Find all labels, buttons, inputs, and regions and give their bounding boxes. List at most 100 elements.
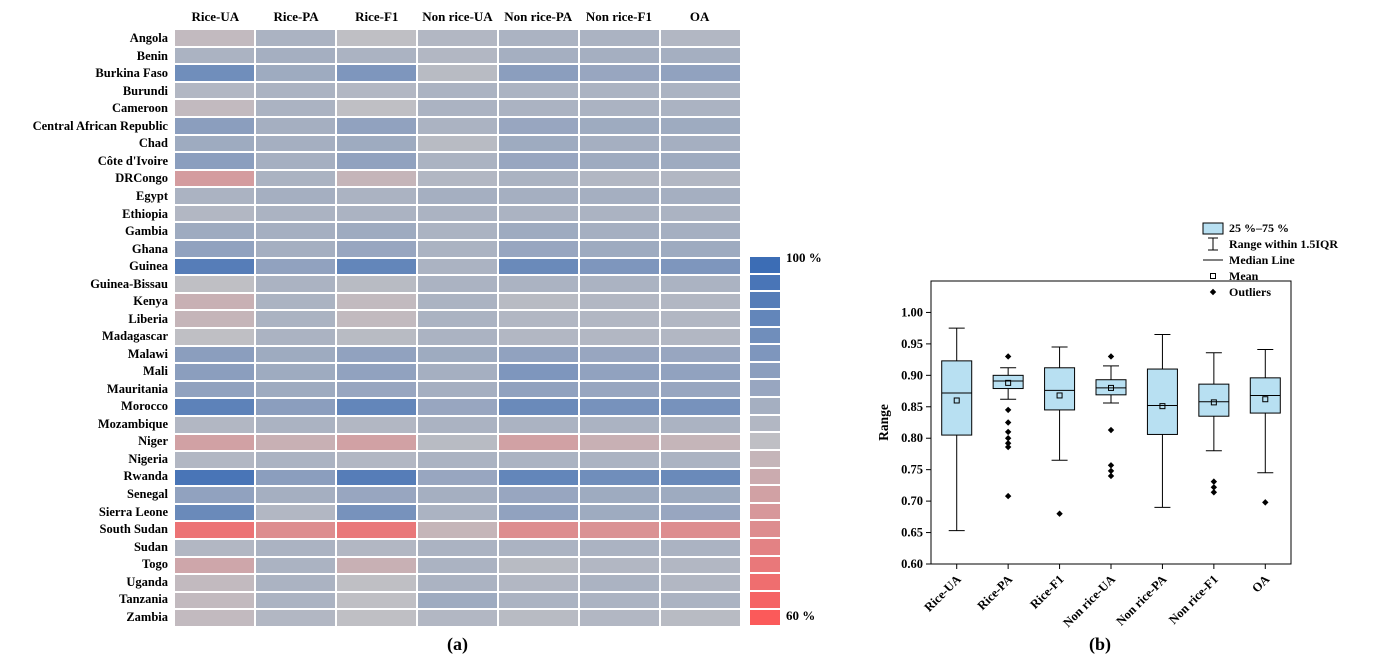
- legend-label: Mean: [1229, 269, 1259, 283]
- colorbar-segment: [750, 362, 780, 379]
- heatmap-row-label: Morocco: [121, 399, 168, 414]
- heatmap-cell: [256, 522, 335, 539]
- heatmap-cell: [499, 258, 578, 275]
- heatmap-row-label: Egypt: [136, 189, 168, 204]
- heatmap-cell: [256, 82, 335, 99]
- heatmap-cell: [661, 153, 740, 169]
- heatmap-cell: [661, 117, 740, 134]
- heatmap-cell: [175, 258, 254, 275]
- heatmap-cell: [418, 328, 497, 345]
- heatmap-row-label: Tanzania: [119, 592, 168, 607]
- heatmap-row-label: South Sudan: [99, 522, 168, 537]
- heatmap-cell: [580, 30, 659, 46]
- heatmap-cell: [175, 241, 254, 257]
- heatmap-cell: [499, 557, 578, 574]
- heatmap-cell: [337, 540, 416, 556]
- heatmap-row-label: Guinea-Bissau: [90, 276, 168, 291]
- heatmap-cell: [661, 592, 740, 609]
- heatmap-cell: [418, 504, 497, 521]
- mean-marker: [1056, 392, 1063, 399]
- heatmap-cell: [256, 117, 335, 134]
- heatmap-cell: [337, 30, 416, 46]
- heatmap-cell: [661, 434, 740, 451]
- heatmap-cell: [337, 557, 416, 574]
- heatmap-cell: [256, 469, 335, 486]
- heatmap-cell: [175, 610, 254, 626]
- heatmap-cell: [661, 522, 740, 539]
- heatmap-cell: [175, 592, 254, 609]
- heatmap-row-label: Mozambique: [97, 416, 168, 431]
- heatmap-cell: [175, 153, 254, 169]
- heatmap-cell: [418, 522, 497, 539]
- heatmap-cell: [499, 82, 578, 99]
- heatmap-cell: [580, 328, 659, 345]
- heatmap-cell: [499, 170, 578, 187]
- heatmap-cell: [418, 153, 497, 169]
- heatmap-cell: [418, 575, 497, 591]
- heatmap-cell: [175, 223, 254, 240]
- heatmap-cell: [499, 469, 578, 486]
- legend-label: Outliers: [1229, 285, 1271, 299]
- heatmap-cell: [499, 65, 578, 81]
- heatmap-grid: [175, 30, 740, 626]
- heatmap-cell: [175, 293, 254, 310]
- x-tick-label: Non rice-PA: [1113, 572, 1169, 628]
- heatmap-cell: [175, 434, 254, 451]
- heatmap-cell: [175, 311, 254, 327]
- outlier-marker: [1210, 478, 1218, 485]
- x-tick-label: Rice-F1: [1027, 572, 1066, 611]
- heatmap-cell: [661, 135, 740, 152]
- mean-marker: [1108, 384, 1114, 391]
- heatmap-cell: [175, 346, 254, 363]
- heatmap-cell: [256, 381, 335, 398]
- heatmap-cell: [499, 30, 578, 46]
- heatmap-cell: [499, 452, 578, 468]
- heatmap-cell: [337, 575, 416, 591]
- heatmap-cell: [256, 364, 335, 380]
- heatmap-cell: [661, 487, 740, 503]
- heatmap-cell: [580, 504, 659, 521]
- heatmap-cell: [418, 487, 497, 503]
- outlier-marker: [1262, 499, 1269, 506]
- y-tick-label: 0.95: [901, 337, 923, 351]
- heatmap-cell: [337, 346, 416, 363]
- heatmap-cell: [256, 575, 335, 591]
- heatmap-cell: [418, 311, 497, 327]
- heatmap-cell: [499, 487, 578, 503]
- heatmap-cell: [337, 434, 416, 451]
- heatmap-cell: [418, 416, 497, 433]
- heatmap-cell: [256, 241, 335, 257]
- heatmap-cell: [175, 557, 254, 574]
- heatmap-cell: [418, 399, 497, 415]
- outlier-marker: [1004, 443, 1012, 451]
- heatmap-cell: [661, 469, 740, 486]
- outlier-marker: [1210, 489, 1218, 496]
- heatmap-cell: [499, 434, 578, 451]
- heatmap-cell: [256, 434, 335, 451]
- heatmap-cell: [337, 469, 416, 486]
- heatmap-column-header: Non rice-F1: [585, 9, 652, 24]
- heatmap-cell: [499, 223, 578, 240]
- heatmap-cell: [580, 241, 659, 257]
- heatmap-row-label: Ghana: [131, 241, 168, 256]
- heatmap-cell: [337, 416, 416, 433]
- heatmap-cell: [580, 487, 659, 503]
- y-tick-label: 0.60: [901, 557, 923, 571]
- heatmap-cell: [256, 311, 335, 327]
- heatmap-row-label: Ethiopia: [122, 206, 168, 221]
- heatmap-cell: [256, 416, 335, 433]
- heatmap-cell: [418, 346, 497, 363]
- heatmap-cell: [175, 575, 254, 591]
- y-tick-label: 0.85: [901, 400, 923, 414]
- heatmap-cell: [418, 258, 497, 275]
- heatmap-cell: [418, 100, 497, 116]
- heatmap-cell: [256, 276, 335, 292]
- heatmap-cell: [418, 592, 497, 609]
- mean-marker: [1210, 399, 1217, 406]
- heatmap-cell: [337, 487, 416, 503]
- heatmap-cell: [661, 346, 740, 363]
- heatmap-cell: [418, 47, 497, 64]
- heatmap-cell: [661, 311, 740, 327]
- heatmap-cell: [256, 399, 335, 415]
- heatmap-cell: [418, 82, 497, 99]
